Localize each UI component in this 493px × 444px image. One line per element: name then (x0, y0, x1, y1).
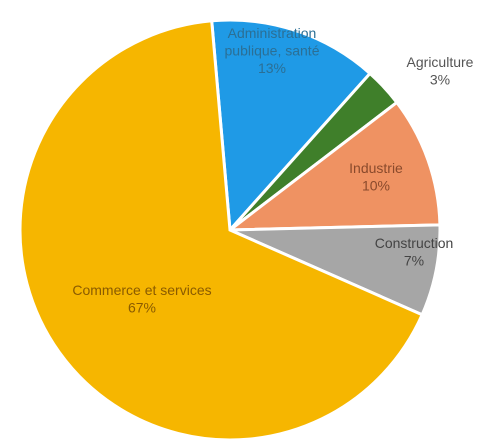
pie-label-4-line-0: Commerce et services (72, 282, 211, 298)
pie-value-label-4: 67% (128, 300, 156, 316)
pie-label-0: Administration publique, santé 13% (225, 25, 320, 76)
pie-slice-0 (210, 18, 373, 234)
pie-value-label-2: 10% (362, 178, 390, 194)
pie-label-2-line-0: Industrie (349, 160, 403, 176)
pie-label-1: Agriculture 3% (407, 54, 474, 88)
pie-value-label-0: 13% (258, 60, 286, 76)
pie-label-1-line-0: Agriculture (407, 54, 474, 70)
pie-value-label-1: 3% (430, 72, 450, 88)
pie-label-4: Commerce et services 67% (72, 282, 211, 316)
pie-slice-2 (225, 100, 442, 232)
pie-label-2: Industrie 10% (349, 160, 403, 194)
pie-label-3-line-0: Construction (375, 235, 454, 251)
pie-slice-4 (18, 19, 425, 442)
pie-label-3: Construction 7% (375, 235, 454, 269)
pie-label-0-line-1: publique, santé (225, 43, 320, 59)
pie-label-0-line-0: Administration (228, 25, 317, 41)
pie-value-label-3: 7% (404, 253, 424, 269)
